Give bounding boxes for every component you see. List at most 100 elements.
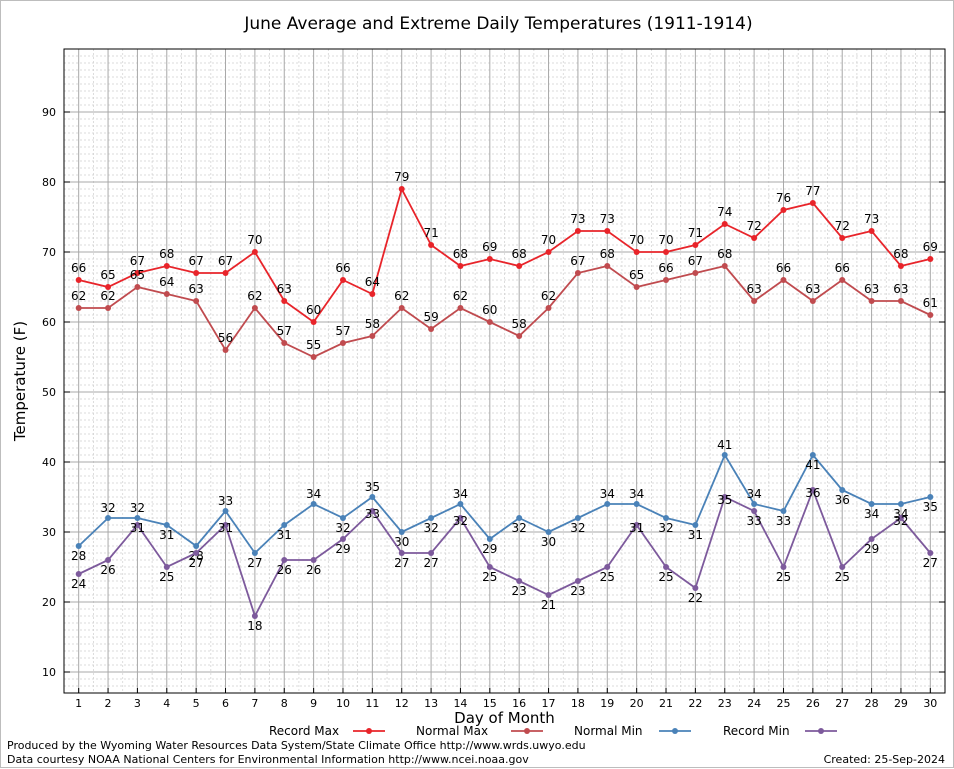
record-max-point (780, 207, 787, 213)
record-max-point (692, 242, 699, 248)
normal-max-point (251, 305, 258, 311)
normal-max-point (721, 263, 728, 269)
record-min-value-label: 27 (923, 556, 938, 570)
normal-min-point (339, 515, 346, 521)
record-max-value-label: 74 (717, 205, 732, 219)
normal-max-value-label: 62 (247, 289, 262, 303)
normal-min-value-label: 32 (423, 521, 438, 535)
normal-max-value-label: 63 (189, 282, 204, 296)
normal-max-value-label: 67 (570, 254, 585, 268)
normal-min-point (868, 501, 875, 507)
record-max-value-label: 73 (570, 212, 585, 226)
x-tick-label: 26 (806, 697, 820, 710)
record-min-value-label: 23 (512, 584, 527, 598)
record-min-value-label: 32 (893, 514, 908, 528)
x-tick-label: 1 (75, 697, 82, 710)
normal-max-point (545, 305, 552, 311)
normal-min-point (428, 515, 435, 521)
record-max-value-label: 69 (482, 240, 497, 254)
x-tick-label: 3 (134, 697, 141, 710)
normal-max-value-label: 58 (365, 317, 380, 331)
record-max-value-label: 79 (394, 170, 409, 184)
normal-min-point (134, 515, 141, 521)
record-max-point (193, 270, 200, 276)
record-max-value-label: 68 (159, 247, 174, 261)
normal-max-value-label: 62 (453, 289, 468, 303)
record-min-value-label: 33 (365, 507, 380, 521)
record-min-value-label: 23 (570, 584, 585, 598)
record-min-point (486, 564, 493, 570)
normal-max-point (809, 298, 816, 304)
record-min-value-label: 25 (658, 570, 673, 584)
normal-min-point (163, 522, 170, 528)
record-min-point (692, 585, 699, 591)
record-min-value-label: 31 (130, 521, 145, 535)
x-tick-label: 27 (835, 697, 849, 710)
normal-max-value-label: 66 (658, 261, 673, 275)
y-tick-label: 70 (42, 246, 56, 259)
record-min-point (134, 522, 141, 528)
normal-min-point (75, 543, 82, 549)
normal-min-point (398, 529, 405, 535)
normal-max-point (339, 340, 346, 346)
normal-min-value-label: 32 (335, 521, 350, 535)
record-min-point (310, 557, 317, 563)
x-tick-label: 8 (281, 697, 288, 710)
record-max-value-label: 68 (512, 247, 527, 261)
record-max-legend-label: Record Max (269, 724, 339, 738)
record-min-value-label: 27 (394, 556, 409, 570)
normal-min-value-label: 34 (864, 507, 879, 521)
record-max-value-label: 73 (600, 212, 615, 226)
x-tick-label: 23 (718, 697, 732, 710)
record-min-point (545, 592, 552, 598)
normal-max-value-label: 63 (746, 282, 761, 296)
normal-min-value-label: 41 (717, 438, 732, 452)
normal-min-value-label: 30 (394, 535, 409, 549)
record-max-value-label: 68 (453, 247, 468, 261)
x-tick-label: 16 (512, 697, 526, 710)
normal-max-value-label: 61 (923, 296, 938, 310)
record-min-point (927, 550, 934, 556)
normal-min-value-label: 32 (658, 521, 673, 535)
normal-min-value-label: 35 (365, 480, 380, 494)
normal-min-point (897, 501, 904, 507)
record-max-value-label: 70 (658, 233, 673, 247)
record-min-value-label: 24 (71, 577, 86, 591)
record-max-value-label: 71 (688, 226, 703, 240)
normal-max-point (398, 305, 405, 311)
normal-min-value-label: 41 (805, 458, 820, 472)
record-max-value-label: 76 (776, 191, 791, 205)
normal-min-point (809, 452, 816, 458)
record-max-value-label: 69 (923, 240, 938, 254)
record-max-value-label: 66 (71, 261, 86, 275)
record-max-point (897, 263, 904, 269)
normal-max-value-label: 56 (218, 331, 233, 345)
record-min-value-label: 25 (482, 570, 497, 584)
record-min-point (193, 550, 200, 556)
record-min-point (839, 564, 846, 570)
normal-max-point (134, 284, 141, 290)
record-min-value-label: 25 (776, 570, 791, 584)
y-tick-label: 50 (42, 386, 56, 399)
record-min-value-label: 29 (335, 542, 350, 556)
normal-min-value-label: 28 (71, 549, 86, 563)
record-min-point (574, 578, 581, 584)
record-min-point (633, 522, 640, 528)
normal-max-point (868, 298, 875, 304)
record-max-point (574, 228, 581, 234)
x-tick-label: 25 (776, 697, 790, 710)
x-tick-label: 9 (310, 697, 317, 710)
record-max-line (78, 186, 931, 324)
normal-min-value-label: 33 (776, 514, 791, 528)
normal-max-point (457, 305, 464, 311)
normal-max-point (486, 319, 493, 325)
record-max-point (369, 291, 376, 297)
normal-max-value-label: 65 (629, 268, 644, 282)
normal-max-value-label: 67 (688, 254, 703, 268)
record-min-point (163, 564, 170, 570)
record-max-point (428, 242, 435, 248)
normal-min-value-label: 30 (541, 535, 556, 549)
normal-min-value-label: 34 (629, 487, 644, 501)
record-max-value-label: 70 (247, 233, 262, 247)
